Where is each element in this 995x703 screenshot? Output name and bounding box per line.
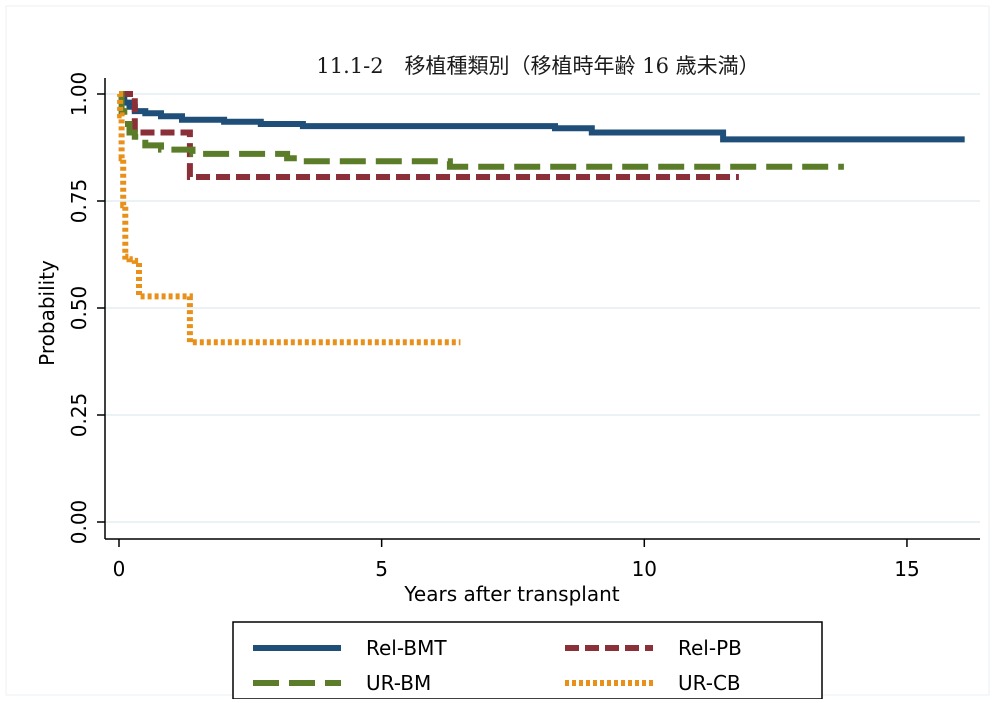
- legend-label: UR-CB: [678, 671, 741, 695]
- x-axis-label: Years after transplant: [403, 582, 619, 606]
- legend-label: Rel-BMT: [366, 636, 447, 660]
- y-tick-label: 0.50: [67, 286, 91, 331]
- series-line-rel-pb: [119, 91, 739, 180]
- x-tick-label: 10: [632, 557, 657, 581]
- y-tick-label: 1.00: [67, 72, 91, 117]
- legend-box: [232, 621, 823, 700]
- chart-title: 11.1-2 移植種類別（移植時年齢 16 歳未満）: [316, 54, 759, 78]
- legend-label: Rel-PB: [678, 636, 742, 660]
- y-tick-label: 0.00: [67, 500, 91, 545]
- y-tick-label: 0.75: [67, 179, 91, 224]
- x-tick-label: 5: [375, 557, 388, 581]
- series-line-ur-bm: [118, 91, 844, 170]
- y-tick-label: 0.25: [67, 393, 91, 438]
- series-line-ur-cb: [117, 91, 461, 346]
- x-tick-label: 15: [894, 557, 919, 581]
- legend: Rel-BMT Rel-PB UR-BM UR-CB: [232, 621, 823, 700]
- series-line-rel-bmt: [118, 91, 965, 143]
- grid-lines: [105, 93, 980, 523]
- x-tick-label: 0: [113, 557, 126, 581]
- legend-label: UR-BM: [366, 671, 431, 695]
- series-lines: [117, 91, 965, 346]
- y-axis-label: Probability: [35, 260, 59, 366]
- axes: 0.00 0.25 0.50 0.75 1.00 0 5 10 15: [67, 72, 980, 581]
